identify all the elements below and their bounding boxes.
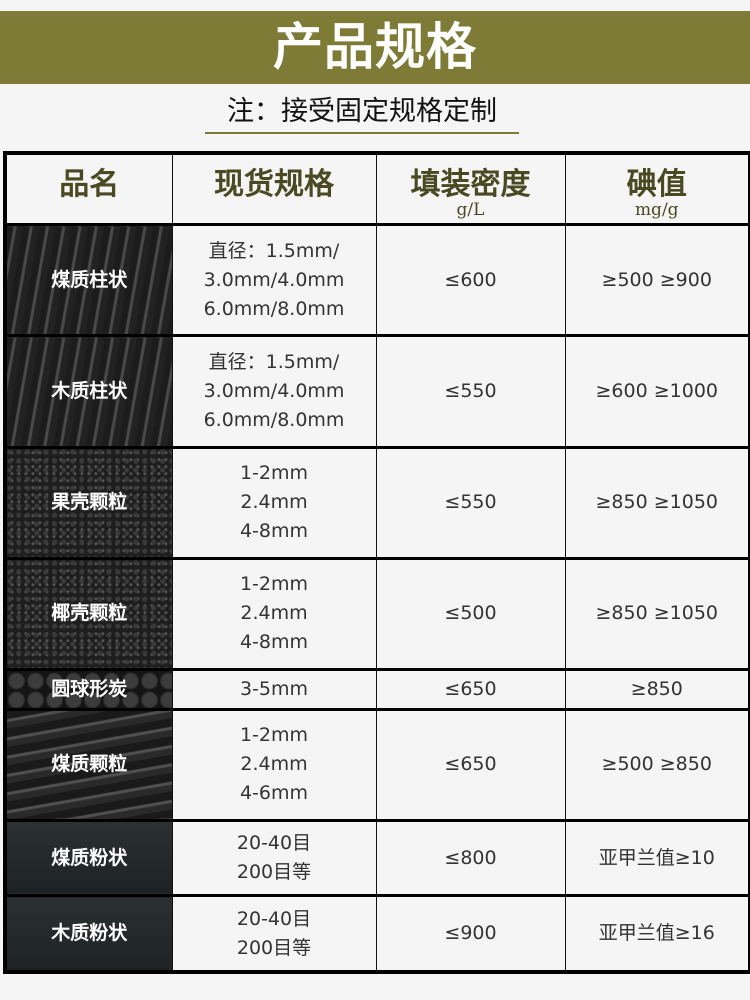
spec-line: 6.0mm/8.0mm bbox=[203, 408, 345, 431]
spec-line: 4-6mm bbox=[239, 782, 309, 805]
density-cell: ≤650 bbox=[375, 707, 566, 821]
header-unit: g/L bbox=[456, 200, 485, 220]
spec-line: 4-8mm bbox=[239, 520, 309, 543]
density-cell: ≤550 bbox=[375, 445, 566, 559]
iodine-cell: ≥850 ≥1050 bbox=[564, 556, 750, 671]
spec-line: 直径：1.5mm/ bbox=[208, 239, 340, 262]
header-unit: mg/g bbox=[634, 200, 679, 220]
product-name: 果壳颗粒 bbox=[51, 491, 128, 514]
spec-cell: 3-5mm bbox=[171, 668, 377, 710]
iodine-cell: ≥500 ≥850 bbox=[564, 707, 750, 821]
spec-line: 3-5mm bbox=[239, 677, 309, 700]
spec-cell: 1-2mm 2.4mm 4-8mm bbox=[171, 556, 377, 671]
product-name-cell: 木质柱状 bbox=[4, 334, 173, 448]
spec-line: 3.0mm/4.0mm bbox=[203, 379, 345, 402]
table-row: 果壳颗粒 1-2mm 2.4mm 4-8mm ≤550 ≥850 ≥1050 bbox=[4, 445, 750, 559]
table-row: 圆球形炭 3-5mm ≤650 ≥850 bbox=[4, 668, 750, 710]
product-name-cell: 煤质粉状 bbox=[4, 818, 173, 897]
spec-line: 3.0mm/4.0mm bbox=[203, 268, 345, 291]
header-iodine: 碘值 mg/g bbox=[564, 152, 750, 225]
header-spec: 现货规格 bbox=[171, 152, 377, 225]
header-label: 现货规格 bbox=[214, 167, 334, 202]
product-name-cell: 椰壳颗粒 bbox=[4, 556, 173, 671]
spec-cell: 20-40目 200目等 bbox=[171, 894, 377, 973]
header-label: 品名 bbox=[59, 167, 120, 202]
product-name: 煤质粉状 bbox=[51, 846, 128, 869]
table-row: 煤质粉状 20-40目 200目等 ≤800 亚甲兰值≥10 bbox=[4, 818, 750, 897]
spec-cell: 20-40目 200目等 bbox=[171, 818, 377, 897]
density-cell: ≤600 bbox=[375, 222, 566, 337]
spec-line: 200目等 bbox=[236, 936, 312, 959]
spec-cell: 1-2mm 2.4mm 4-8mm bbox=[171, 445, 377, 559]
density-cell: ≤650 bbox=[375, 668, 566, 710]
title-banner: 产品规格 bbox=[0, 11, 750, 84]
iodine-cell: ≥850 bbox=[564, 668, 750, 710]
table-row: 椰壳颗粒 1-2mm 2.4mm 4-8mm ≤500 ≥850 ≥1050 bbox=[4, 556, 750, 671]
table-row: 木质柱状 直径：1.5mm/3.0mm/4.0mm 6.0mm/8.0mm ≤55… bbox=[4, 334, 750, 448]
spec-line: 200目等 bbox=[236, 861, 312, 884]
product-name: 圆球形炭 bbox=[51, 677, 128, 700]
spec-cell: 1-2mm 2.4mm 4-6mm bbox=[171, 707, 377, 821]
spec-cell: 直径：1.5mm/3.0mm/4.0mm 6.0mm/8.0mm bbox=[171, 334, 377, 448]
spec-line: 1-2mm bbox=[239, 573, 309, 596]
spec-table: 品名 现货规格 填装密度 g/L 碘值 mg/g 煤质柱状 直径：1.5mm/3.0… bbox=[3, 151, 750, 974]
product-name: 木质柱状 bbox=[51, 379, 128, 402]
table-header: 品名 现货规格 填装密度 g/L 碘值 mg/g bbox=[4, 152, 750, 225]
spec-line: 1-2mm bbox=[239, 724, 309, 747]
spec-line: 2.4mm bbox=[240, 491, 308, 514]
iodine-cell: ≥850 ≥1050 bbox=[564, 445, 750, 559]
product-name-cell: 圆球形炭 bbox=[4, 668, 173, 710]
spec-line: 4-8mm bbox=[239, 631, 309, 654]
spec-line: 2.4mm bbox=[240, 753, 308, 776]
table-row: 木质粉状 20-40目 200目等 ≤900 亚甲兰值≥16 bbox=[4, 894, 750, 973]
product-name-cell: 煤质颗粒 bbox=[4, 707, 173, 821]
spec-line: 1-2mm bbox=[239, 462, 309, 485]
density-cell: ≤800 bbox=[375, 818, 566, 897]
iodine-cell: ≥600 ≥1000 bbox=[564, 334, 750, 448]
spec-line: 直径：1.5mm/ bbox=[208, 350, 340, 373]
iodine-cell: 亚甲兰值≥16 bbox=[564, 894, 750, 973]
header-name: 品名 bbox=[4, 152, 173, 225]
iodine-cell: 亚甲兰值≥10 bbox=[564, 818, 750, 897]
product-name-cell: 果壳颗粒 bbox=[4, 445, 173, 559]
table-row: 煤质颗粒 1-2mm 2.4mm 4-6mm ≤650 ≥500 ≥850 bbox=[4, 707, 750, 821]
page-title: 产品规格 bbox=[273, 18, 477, 76]
density-cell: ≤500 bbox=[375, 556, 566, 671]
spec-cell: 直径：1.5mm/3.0mm/4.0mm 6.0mm/8.0mm bbox=[171, 222, 377, 337]
header-density: 填装密度 g/L bbox=[375, 152, 566, 225]
customization-note: 注：接受固定规格定制 bbox=[205, 92, 519, 134]
product-name: 煤质颗粒 bbox=[51, 753, 128, 776]
table-row: 煤质柱状 直径：1.5mm/3.0mm/4.0mm 6.0mm/8.0mm ≤60… bbox=[4, 222, 750, 337]
header-label: 填装密度 bbox=[410, 167, 531, 202]
product-name: 椰壳颗粒 bbox=[51, 602, 128, 625]
product-name-cell: 煤质柱状 bbox=[4, 222, 173, 337]
product-name: 煤质柱状 bbox=[51, 268, 128, 291]
header-label: 碘值 bbox=[626, 167, 687, 202]
spec-line: 20-40目 bbox=[236, 832, 312, 855]
product-name-cell: 木质粉状 bbox=[4, 894, 173, 973]
density-cell: ≤900 bbox=[375, 894, 566, 973]
spec-line: 20-40目 bbox=[236, 907, 312, 930]
density-cell: ≤550 bbox=[375, 334, 566, 448]
iodine-cell: ≥500 ≥900 bbox=[564, 222, 750, 337]
product-name: 木质粉状 bbox=[51, 922, 128, 945]
spec-line: 2.4mm bbox=[240, 602, 308, 625]
spec-line: 6.0mm/8.0mm bbox=[203, 297, 345, 320]
